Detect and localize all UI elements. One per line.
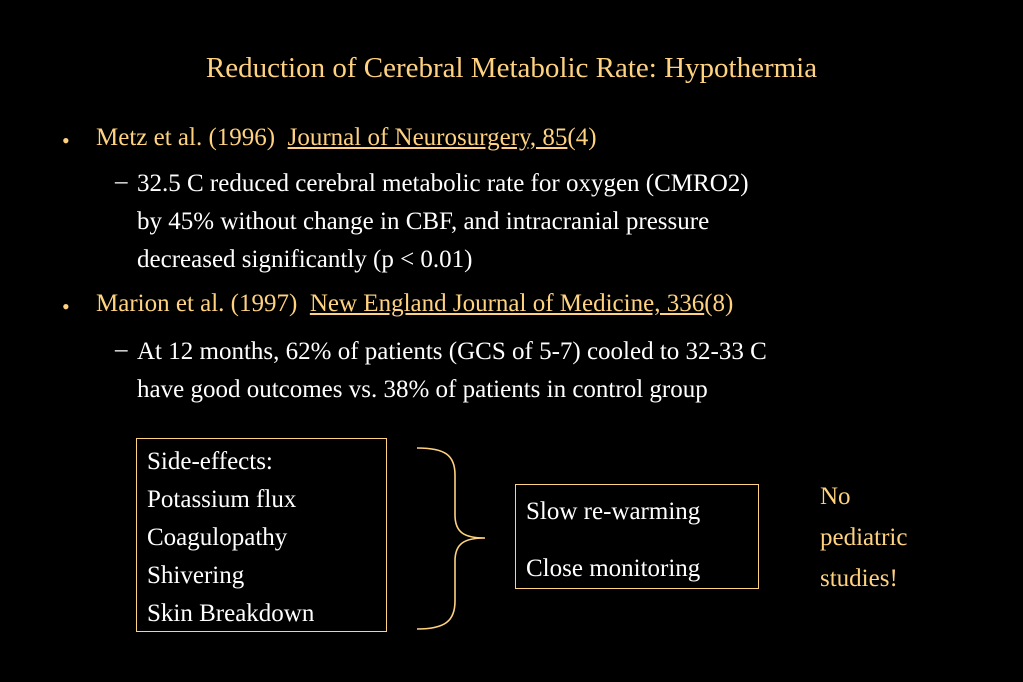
bullet-2: Marion et al. (1997) New England Journal… [96, 290, 733, 318]
management-item: Close monitoring [526, 555, 701, 582]
side-effect-item: Skin Breakdown [147, 600, 315, 627]
page-title: Reduction of Cerebral Metabolic Rate: Hy… [205, 52, 818, 84]
brace-connector [416, 447, 486, 630]
note-line: No [820, 483, 851, 510]
journal-link[interactable]: New England Journal of Medicine, 336 [309, 290, 705, 317]
bullet-2-marker: • [62, 294, 70, 319]
sub-line: by 45% without change in CBF, and intrac… [137, 208, 710, 235]
note-line: studies! [820, 565, 898, 592]
sub-line: 32.5 C reduced cerebral metabolic rate f… [137, 170, 749, 197]
citation-author: Marion et al. (1997) [96, 290, 298, 317]
side-effect-item: Shivering [147, 562, 245, 589]
side-effects-heading: Side-effects: [147, 448, 273, 475]
management-box: Slow re-warming Close monitoring [515, 484, 759, 589]
bullet-1-marker: • [62, 128, 70, 153]
side-effect-item: Potassium flux [147, 486, 297, 513]
sub-bullet-1-dash: – [115, 168, 128, 195]
sub-bullet-2: At 12 months, 62% of patients (GCS of 5-… [137, 333, 957, 409]
management-item: Slow re-warming [526, 498, 701, 525]
journal-issue: (4) [567, 124, 597, 151]
sub-line: decreased significantly (p < 0.01) [137, 246, 473, 273]
journal-link[interactable]: Journal of Neurosurgery, 85 [287, 124, 568, 151]
bullet-1: Metz et al. (1996) Journal of Neurosurge… [96, 124, 597, 152]
citation-author: Metz et al. (1996) [96, 124, 276, 151]
journal-issue: (8) [704, 290, 734, 317]
sub-line: At 12 months, 62% of patients (GCS of 5-… [137, 338, 767, 365]
note-line: pediatric [820, 524, 908, 551]
sub-bullet-2-dash: – [115, 336, 128, 363]
sub-bullet-1: 32.5 C reduced cerebral metabolic rate f… [137, 165, 957, 279]
side-effects-box: Side-effects: Potassium flux Coagulopath… [136, 438, 387, 632]
pediatric-note: No pediatric studies! [820, 476, 907, 599]
sub-line: have good outcomes vs. 38% of patients i… [137, 376, 708, 403]
side-effect-item: Coagulopathy [147, 524, 288, 551]
